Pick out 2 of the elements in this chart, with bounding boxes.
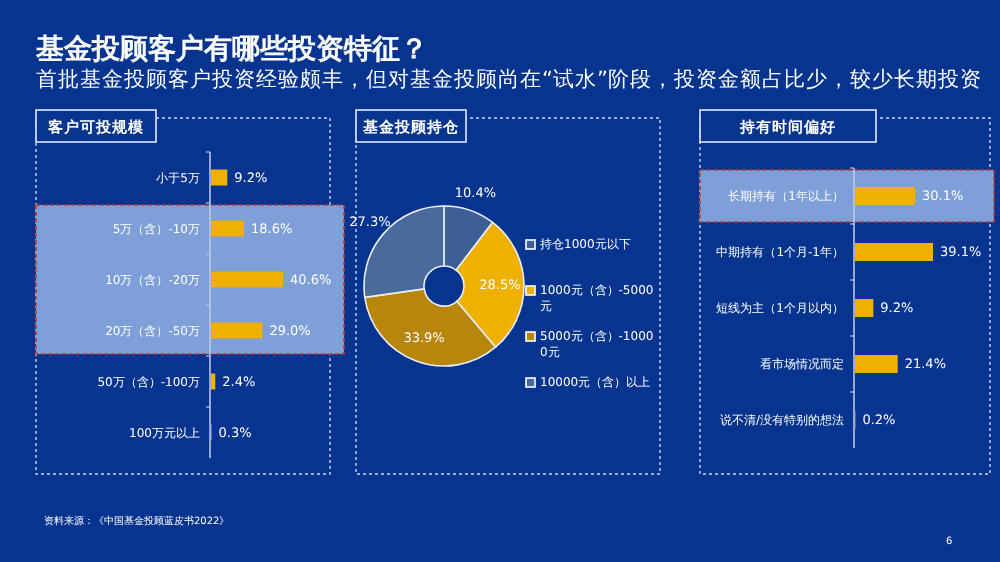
annotation: 基金投顾客户有哪些投资特征？ [36, 34, 428, 66]
annotation: 首批基金投顾客户投资经验颇丰，但对基金投顾尚在“试水”阶段，投资金额占比少，较少长期投资 [36, 68, 982, 92]
